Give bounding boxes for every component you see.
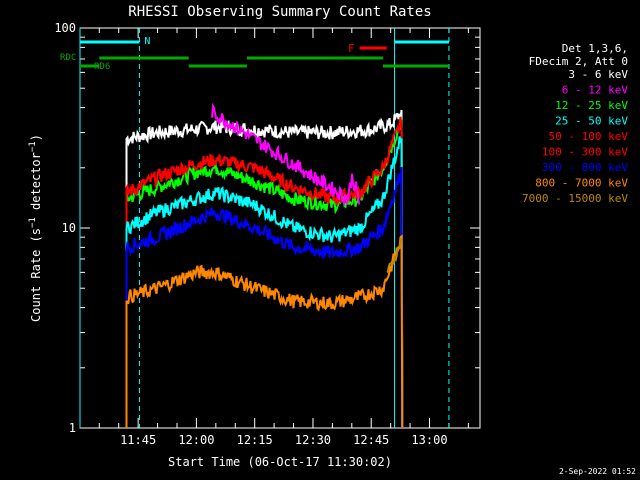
chart-title: RHESSI Observing Summary Count Rates: [128, 4, 431, 20]
footer-timestamp: 2-Sep-2022 01:52: [559, 467, 636, 476]
y-axis-label-main: Count Rate (s: [29, 228, 43, 322]
y-tick-label: 100: [54, 21, 76, 35]
plot-frame: [79, 27, 481, 429]
legend-entry: 3 - 6 keV: [568, 68, 628, 81]
series-line-8: [386, 238, 403, 274]
legend-header-line: FDecim 2, Att 0: [529, 55, 628, 68]
series-layer: [125, 102, 404, 429]
flare-flag-label: F: [348, 42, 355, 55]
legend-entry: 7000 - 15000 keV: [522, 192, 628, 205]
y-axis-label-end: ): [29, 134, 43, 141]
legend-entry: 100 - 300 keV: [542, 146, 628, 159]
series-line-4: [125, 136, 404, 429]
rdc-flag-label: RDC: [60, 53, 76, 63]
legend-entry: 12 - 25 keV: [555, 99, 628, 112]
x-tick-label: 12:15: [237, 433, 273, 447]
y-axis-label: Count Rate (s−1 detector−1): [28, 134, 43, 322]
night-flag-label: N: [144, 36, 150, 47]
legend-header-line: Det 1,3,6,: [562, 42, 628, 55]
legend: Det 1,3,6,FDecim 2, Att 03 - 6 keV 6 - 12…: [522, 42, 628, 205]
x-tick-label: 11:45: [120, 433, 156, 447]
x-tick-label: 12:00: [178, 433, 214, 447]
y-axis-label-mid: detector: [29, 152, 43, 217]
x-axis-label: Start Time (06-Oct-17 11:30:02): [168, 455, 392, 469]
x-tick-label: 12:30: [295, 433, 331, 447]
series-line-2: [125, 119, 404, 429]
series-line-6: [125, 234, 404, 429]
y-tick-label: 1: [69, 421, 76, 435]
legend-entry: 800 - 7000 keV: [535, 177, 628, 190]
series-line-7: [211, 102, 360, 208]
axes: [79, 27, 481, 429]
y-axis-label-exp2: −1: [28, 141, 38, 152]
y-axis-label-exp1: −1: [28, 217, 38, 228]
flag-bars: N F RDC RD6: [60, 36, 449, 72]
legend-entry: 6 - 12 keV: [562, 84, 629, 97]
rd6-flag-label: RD6: [94, 62, 110, 72]
x-tick-label: 12:45: [353, 433, 389, 447]
tick-labels: 1 10 100 11:45 12:00 12:15 12:30 12:45 13:00: [54, 21, 447, 447]
series-line-1: [125, 109, 404, 429]
x-tick-label: 13:00: [411, 433, 447, 447]
legend-entry: 300 - 800 keV: [542, 161, 628, 174]
legend-entry: 25 - 50 keV: [555, 115, 628, 128]
legend-entry: 50 - 100 keV: [549, 130, 629, 143]
series-line-5: [125, 167, 404, 429]
y-tick-label: 10: [62, 221, 76, 235]
series-line-3: [125, 116, 404, 429]
